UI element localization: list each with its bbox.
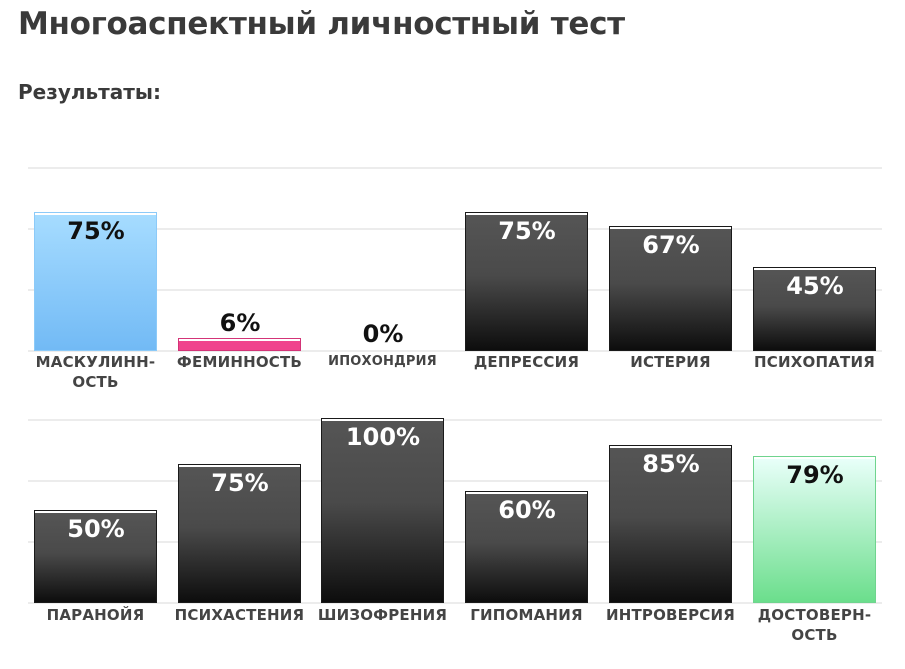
bar-1-3 [466,492,587,602]
gridline [28,480,882,482]
gridline [28,167,882,169]
bar-0-3 [466,212,587,350]
chart-row-top: 75% МАСКУЛИНН- ОСТЬ 6% ФЕМИННОСТЬ 0% ИПОХОНДР… [28,167,882,391]
gridline [28,289,882,291]
gridline [28,419,882,421]
bar-1-2 [322,419,443,602]
category-label: ШИЗОФРЕНИЯ [317,606,448,624]
value-label: 45% [786,271,844,300]
category-label: ИНТРОВЕРСИЯ [605,606,736,624]
category-label: ДЕПРЕССИЯ [473,353,580,371]
value-label: 75% [498,216,556,245]
bar-0-5 [754,267,875,350]
category-label: ПСИХАСТЕНИЯ [174,606,305,624]
bar-0-4 [610,227,731,350]
bar-0-0 [35,212,156,350]
category-label: ИПОХОНДРИЯ [328,354,437,369]
gridline [28,541,882,543]
category-label: ФЕМИННОСТЬ [176,353,303,371]
value-label: 75% [211,468,269,497]
value-label: 67% [642,231,700,260]
value-label: 60% [498,496,556,525]
value-label: 100% [345,423,421,451]
bar-1-5 [754,457,875,602]
value-label: 79% [786,461,844,490]
category-label: ГИПОМАНИЯ [470,606,583,624]
category-label: ДОСТОВЕРН- ОСТЬ [757,606,872,644]
value-label: 0% [362,320,404,348]
value-label: 50% [67,514,125,543]
bar-1-4 [610,446,731,602]
gridline [28,350,882,352]
value-label: 6% [219,309,261,338]
gridline [28,228,882,230]
bar-1-0 [35,510,156,602]
page-title: Многоаспектный личностный тест [18,6,625,42]
category-label: ПСИХОПАТИЯ [754,353,875,371]
category-label: ИСТЕРИЯ [630,353,711,371]
value-label: 85% [642,450,700,479]
gridline [28,602,882,604]
category-label: ПАРАНОЙЯ [46,606,145,624]
results-heading: Результаты: [18,80,161,104]
value-label: 75% [67,216,125,245]
bar-0-1 [179,339,300,350]
bar-1-1 [179,464,300,602]
category-label: МАСКУЛИНН- ОСТЬ [35,353,156,391]
